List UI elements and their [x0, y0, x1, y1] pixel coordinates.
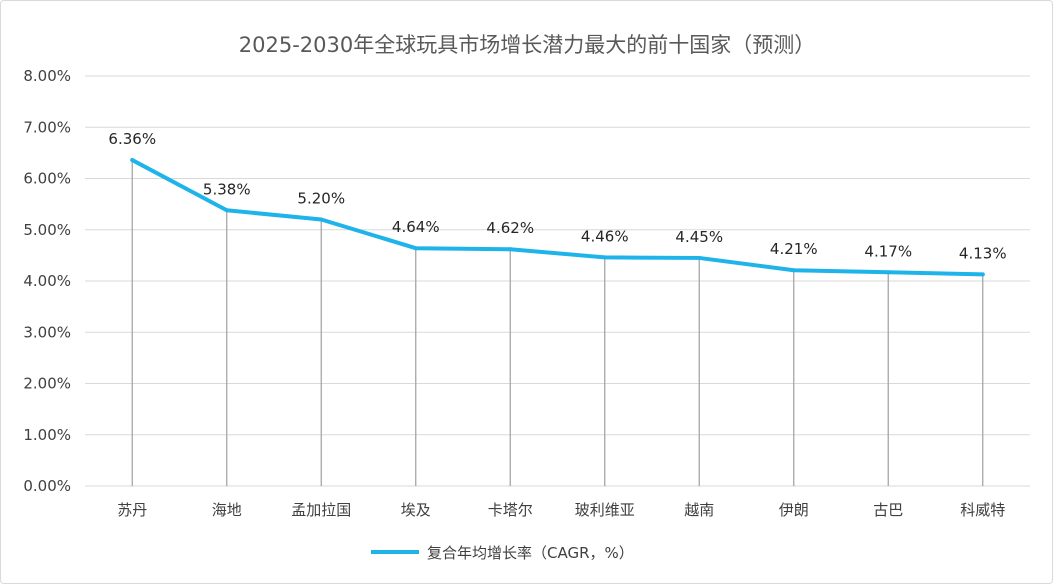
data-label: 4.62%	[486, 219, 534, 237]
y-tick-label: 2.00%	[23, 375, 71, 393]
data-label: 4.17%	[864, 242, 912, 260]
y-tick-label: 6.00%	[23, 170, 71, 188]
data-label: 6.36%	[108, 130, 156, 148]
data-point	[224, 208, 229, 213]
y-tick-label: 4.00%	[23, 272, 71, 290]
data-label: 4.13%	[959, 244, 1007, 262]
x-category-label: 孟加拉国	[291, 501, 351, 519]
data-point	[602, 255, 607, 260]
data-point	[130, 158, 135, 163]
data-point	[413, 246, 418, 251]
x-axis-categories: 苏丹 海地 孟加拉国 埃及 卡塔尔 玻利维亚 越南 伊朗 古巴 科威特	[117, 501, 1005, 519]
y-tick-label: 7.00%	[23, 118, 71, 136]
data-label: 4.46%	[581, 227, 629, 245]
x-category-label: 玻利维亚	[575, 501, 635, 519]
y-tick-label: 0.00%	[23, 477, 71, 495]
x-category-label: 伊朗	[779, 501, 809, 519]
x-category-label: 越南	[684, 501, 714, 519]
y-tick-label: 5.00%	[23, 221, 71, 239]
x-category-label: 海地	[212, 501, 242, 519]
x-category-label: 卡塔尔	[488, 501, 533, 519]
x-category-label: 古巴	[873, 501, 903, 519]
data-point	[508, 247, 513, 252]
chart-title: 2025-2030年全球玩具市场增长潜力最大的前十国家（预测）	[239, 33, 815, 57]
gridlines	[85, 75, 1030, 487]
legend-label: 复合年均增长率（CAGR，%）	[427, 544, 634, 562]
series-line	[130, 158, 985, 277]
data-label: 5.20%	[297, 190, 345, 208]
data-label: 4.21%	[770, 240, 818, 258]
data-point	[697, 255, 702, 260]
x-category-label: 埃及	[401, 501, 431, 519]
data-point	[319, 217, 324, 222]
drop-lines	[131, 160, 984, 486]
y-tick-label: 3.00%	[23, 323, 71, 341]
series-group: 6.36% 5.38% 5.20% 4.64% 4.62% 4.46% 4.45% 4.21%…	[108, 130, 1007, 277]
y-tick-label: 1.00%	[23, 426, 71, 444]
data-label: 5.38%	[203, 180, 251, 198]
y-axis-ticks: 0.00% 1.00% 2.00% 3.00% 4.00% 5.00% 6.00% 7.00%…	[23, 67, 71, 495]
x-category-label: 苏丹	[117, 501, 147, 519]
data-point	[791, 268, 796, 273]
x-category-label: 科威特	[960, 501, 1005, 519]
data-label: 4.64%	[392, 218, 440, 236]
legend: 复合年均增长率（CAGR，%）	[371, 544, 634, 562]
data-point	[980, 272, 985, 277]
data-point	[886, 270, 891, 275]
data-label: 4.45%	[675, 228, 723, 246]
y-tick-label: 8.00%	[23, 67, 71, 85]
